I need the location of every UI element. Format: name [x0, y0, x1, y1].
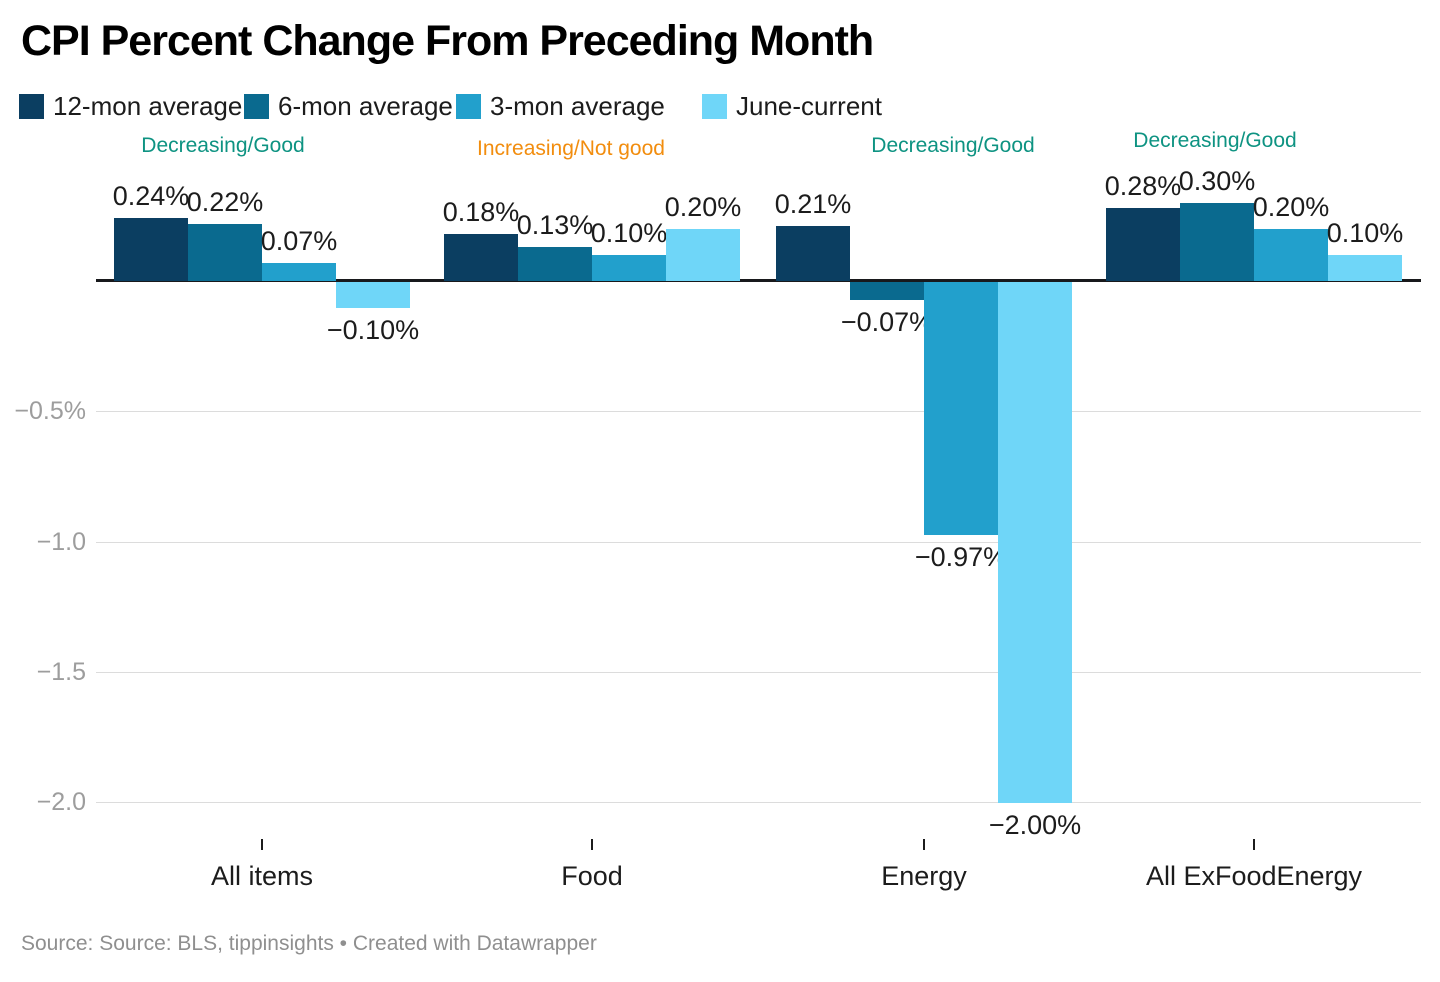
x-tick-all-exfoodenergy — [1253, 839, 1255, 850]
y-axis-label-2-0: −2.0 — [36, 788, 86, 816]
bar-value-label: 0.07% — [260, 226, 338, 256]
chart-title: CPI Percent Change From Preceding Month — [21, 17, 874, 65]
bar-value-label: 0.20% — [1252, 192, 1330, 222]
bar-value-label: 0.13% — [516, 210, 594, 240]
annotation-decreasing-good-3: Decreasing/Good — [1133, 129, 1297, 152]
bar-value-label: 0.24% — [112, 181, 190, 211]
bar-value-label: −0.07% — [840, 307, 934, 337]
bar-value-label: 0.28% — [1104, 171, 1182, 201]
bar-energy-june-current[interactable] — [998, 282, 1072, 803]
bar-all-items-6-mon-average[interactable] — [188, 224, 262, 281]
x-category-label-food: Food — [561, 861, 623, 891]
bar-value-label: −0.10% — [326, 315, 420, 345]
bar-value-label: 0.30% — [1178, 166, 1256, 196]
legend-label: 3-mon average — [490, 91, 665, 121]
x-tick-food — [591, 839, 593, 850]
bar-energy-12-mon-average[interactable] — [776, 226, 850, 281]
zero-baseline — [96, 279, 1421, 282]
legend-swatch-3-mon-average — [456, 94, 481, 119]
gridline-1-5 — [96, 672, 1421, 673]
x-category-label-all-exfoodenergy: All ExFoodEnergy — [1145, 861, 1363, 891]
bar-all-exfoodenergy-june-current[interactable] — [1328, 255, 1402, 281]
bar-all-exfoodenergy-12-mon-average[interactable] — [1106, 208, 1180, 281]
bar-all-exfoodenergy-3-mon-average[interactable] — [1254, 229, 1328, 281]
bar-food-june-current[interactable] — [666, 229, 740, 281]
x-tick-energy — [923, 839, 925, 850]
bar-energy-6-mon-average[interactable] — [850, 282, 924, 300]
source-note: Source: Source: BLS, tippinsights • Crea… — [21, 932, 597, 955]
x-category-label-all-items: All items — [210, 861, 313, 891]
bar-all-items-3-mon-average[interactable] — [262, 263, 336, 281]
legend-label: June-current — [736, 91, 882, 121]
x-tick-all-items — [261, 839, 263, 850]
bar-value-label: 0.10% — [1326, 218, 1404, 248]
bar-value-label: 0.10% — [590, 218, 668, 248]
y-axis-label-0-5: −0.5% — [14, 397, 86, 425]
legend-item-june-current: June-current — [702, 91, 882, 121]
y-axis-label-1-5: −1.5 — [36, 658, 86, 686]
gridline-0-5 — [96, 411, 1421, 412]
gridline-2-0 — [96, 802, 1421, 803]
bar-all-exfoodenergy-6-mon-average[interactable] — [1180, 203, 1254, 281]
gridline-1-0 — [96, 542, 1421, 543]
legend-swatch-12-mon-average — [19, 94, 44, 119]
legend-swatch-june-current — [702, 94, 727, 119]
x-category-label-energy: Energy — [881, 861, 967, 891]
bar-food-12-mon-average[interactable] — [444, 234, 518, 281]
legend-item-12-mon-average: 12-mon average — [19, 91, 243, 121]
bar-value-label: 0.22% — [186, 187, 264, 217]
y-axis-label-1-0: −1.0 — [36, 528, 86, 556]
legend-item-6-mon-average: 6-mon average — [244, 91, 453, 121]
legend-label: 6-mon average — [278, 91, 453, 121]
bar-value-label: 0.18% — [442, 197, 520, 227]
legend-item-3-mon-average: 3-mon average — [456, 91, 665, 121]
annotation-decreasing-good-0: Decreasing/Good — [141, 134, 305, 157]
bar-value-label: 0.21% — [774, 189, 852, 219]
bar-food-3-mon-average[interactable] — [592, 255, 666, 281]
bar-value-label: −2.00% — [988, 810, 1082, 840]
annotation-increasing-not-good-1: Increasing/Not good — [477, 137, 665, 160]
legend-label: 12-mon average — [53, 91, 243, 121]
bar-value-label: −0.97% — [914, 542, 1008, 572]
bar-value-label: 0.20% — [664, 192, 742, 222]
annotation-decreasing-good-2: Decreasing/Good — [871, 134, 1035, 157]
bar-food-6-mon-average[interactable] — [518, 247, 592, 281]
bar-all-items-june-current[interactable] — [336, 282, 410, 308]
bar-all-items-12-mon-average[interactable] — [114, 218, 188, 281]
bar-energy-3-mon-average[interactable] — [924, 282, 998, 535]
legend-swatch-6-mon-average — [244, 94, 269, 119]
